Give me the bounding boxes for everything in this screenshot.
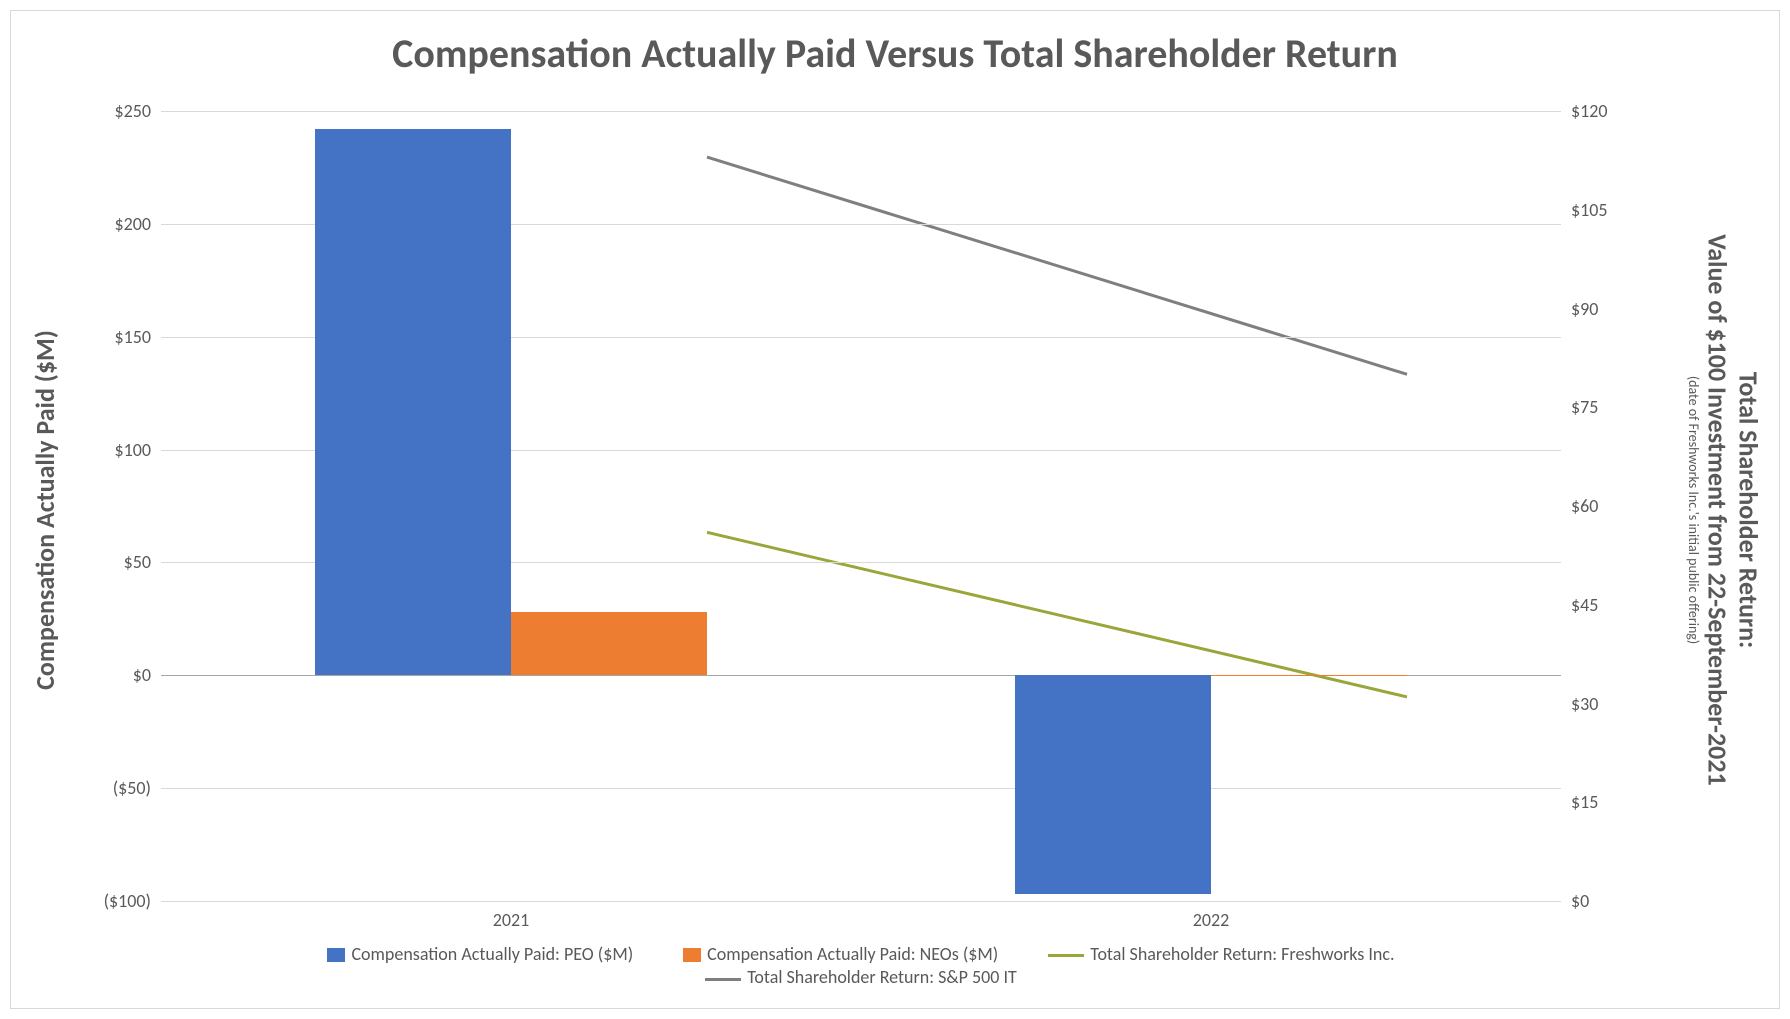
x-tick-label: 2021	[493, 901, 530, 931]
right-tick-label: $30	[1561, 693, 1598, 715]
right-tick-label: $15	[1561, 791, 1598, 813]
gridline	[161, 901, 1561, 902]
right-tick-label: $75	[1561, 396, 1598, 418]
left-tick-label: $50	[124, 551, 161, 573]
legend-item: Compensation Actually Paid: NEOs ($M)	[683, 943, 998, 965]
x-tick-label: 2022	[1193, 901, 1230, 931]
right-axis-label-3: (date of Freshworks Inc.'s initial publi…	[1685, 375, 1702, 643]
right-tick-label: $105	[1561, 199, 1608, 221]
legend-swatch	[683, 948, 701, 962]
gridline	[161, 788, 1561, 789]
left-tick-label: $0	[133, 664, 161, 686]
legend-item: Compensation Actually Paid: PEO ($M)	[327, 943, 633, 965]
plot-area: ($100)($50)$0$50$100$150$200$250$0$15$30…	[161, 111, 1561, 901]
legend-label: Total Shareholder Return: Freshworks Inc…	[1090, 943, 1394, 965]
legend: Compensation Actually Paid: PEO ($M) Comp…	[161, 941, 1561, 988]
bar	[511, 612, 707, 675]
legend-line-swatch	[705, 978, 741, 981]
right-tick-label: $45	[1561, 594, 1598, 616]
left-tick-label: $150	[115, 326, 162, 348]
right-axis-label-2: Value of $100 Investment from 22-Septemb…	[1701, 234, 1733, 785]
legend-swatch	[327, 948, 345, 962]
bar	[1211, 675, 1407, 676]
left-tick-label: $100	[115, 439, 162, 461]
left-tick-label: ($50)	[113, 777, 161, 799]
left-tick-label: $250	[115, 100, 162, 122]
legend-label: Compensation Actually Paid: NEOs ($M)	[707, 943, 998, 965]
right-tick-label: $90	[1561, 298, 1598, 320]
legend-label: Compensation Actually Paid: PEO ($M)	[351, 943, 633, 965]
legend-item: Total Shareholder Return: Freshworks Inc…	[1048, 943, 1394, 965]
left-tick-label: ($100)	[104, 890, 161, 912]
right-axis-label-1: Total Shareholder Return:	[1733, 371, 1765, 648]
chart-container: Compensation Actually Paid Versus Total …	[10, 10, 1780, 1009]
bar	[315, 129, 511, 675]
series-line	[707, 157, 1407, 374]
legend-label: Total Shareholder Return: S&P 500 IT	[747, 966, 1017, 988]
left-axis-label: Compensation Actually Paid ($M)	[29, 330, 61, 690]
chart-title: Compensation Actually Paid Versus Total …	[11, 29, 1779, 78]
legend-item: Total Shareholder Return: S&P 500 IT	[705, 966, 1017, 988]
left-tick-label: $200	[115, 213, 162, 235]
right-tick-label: $0	[1561, 890, 1589, 912]
right-tick-label: $120	[1561, 100, 1608, 122]
series-line	[707, 532, 1407, 697]
bar	[1015, 675, 1211, 894]
gridline	[161, 111, 1561, 112]
right-tick-label: $60	[1561, 495, 1598, 517]
legend-line-swatch	[1048, 954, 1084, 957]
